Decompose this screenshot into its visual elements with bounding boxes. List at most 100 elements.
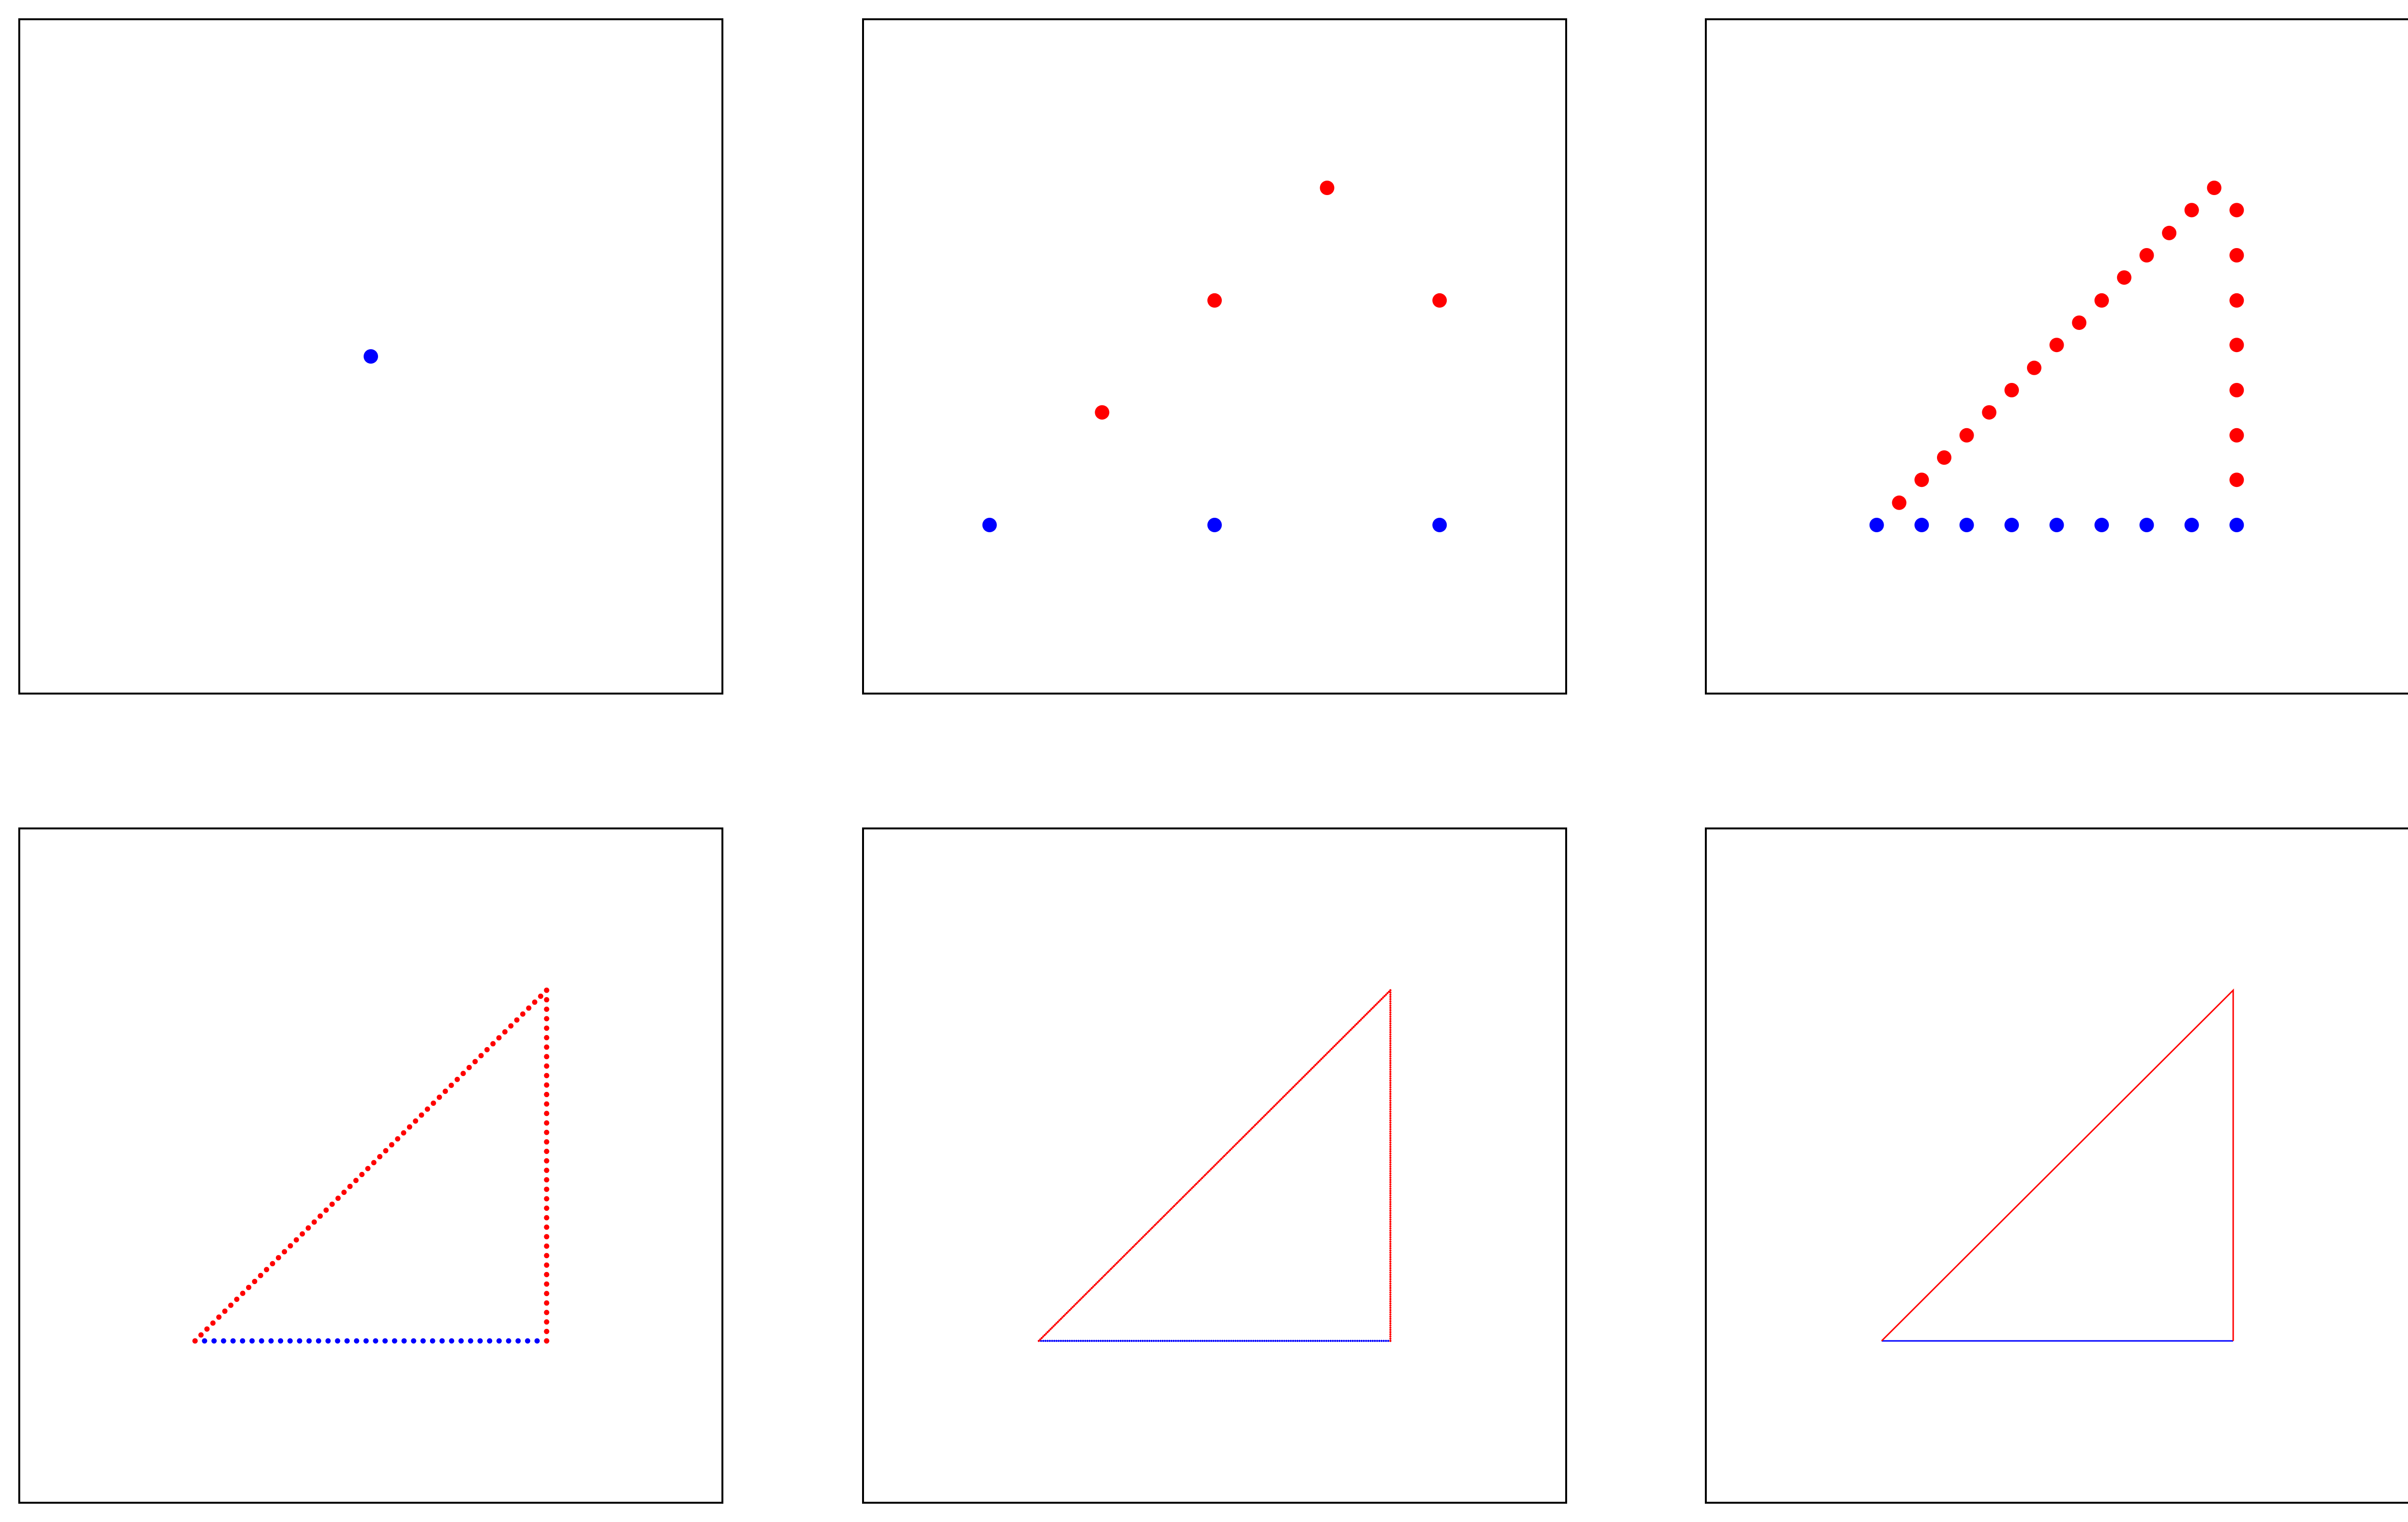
base-point: [1124, 1339, 1126, 1342]
upper-point: [1152, 1225, 1155, 1228]
upper-point: [288, 1243, 293, 1249]
upper-point: [448, 1082, 454, 1088]
upper-point: [1389, 1064, 1392, 1066]
upper-point: [544, 1073, 550, 1078]
upper-point: [1389, 1060, 1392, 1062]
upper-point: [1389, 1042, 1392, 1045]
upper-point: [1226, 1152, 1229, 1155]
upper-point: [1207, 1171, 1209, 1173]
base-point: [1093, 1339, 1095, 1342]
upper-point: [1052, 1325, 1055, 1327]
upper-point: [1320, 181, 1335, 195]
base-point: [1117, 1339, 1120, 1342]
upper-point: [1218, 1159, 1221, 1162]
base-point: [1170, 1339, 1173, 1342]
base-point: [1157, 1339, 1160, 1342]
base-point: [496, 1338, 502, 1344]
upper-point: [1072, 1306, 1074, 1309]
upper-point: [1389, 1185, 1392, 1188]
upper-point: [1111, 1266, 1113, 1269]
base-point: [1294, 1339, 1296, 1342]
upper-point: [1372, 1007, 1374, 1009]
upper-point: [1125, 1253, 1127, 1256]
upper-point: [413, 1118, 419, 1124]
base-point: [1207, 518, 1222, 532]
base-point: [1268, 1339, 1270, 1342]
upper-point: [347, 1183, 353, 1189]
upper-point: [305, 1225, 311, 1231]
upper-point: [544, 1262, 550, 1268]
upper-line: [1881, 988, 2234, 1342]
upper-point: [1389, 1236, 1392, 1239]
upper-point: [1246, 1131, 1249, 1134]
upper-point: [341, 1190, 347, 1195]
base-point: [1069, 1339, 1071, 1342]
upper-point: [2229, 472, 2244, 487]
base-point: [1292, 1339, 1295, 1342]
upper-point: [1320, 1058, 1322, 1061]
upper-point: [1277, 1101, 1280, 1103]
upper-point: [1196, 1181, 1199, 1184]
upper-point: [1389, 1037, 1392, 1040]
panel-marks: [1869, 181, 2244, 532]
upper-point: [1160, 1218, 1162, 1220]
upper-point: [1235, 1143, 1237, 1146]
upper-point: [1389, 1004, 1392, 1007]
upper-point: [1389, 1103, 1392, 1106]
upper-point: [1302, 1076, 1305, 1078]
upper-point: [1389, 1183, 1392, 1186]
upper-point: [192, 1338, 198, 1344]
base-point: [1228, 1339, 1230, 1342]
base-point: [315, 1338, 321, 1344]
upper-point: [454, 1076, 460, 1082]
base-point: [1312, 1339, 1314, 1342]
upper-point: [1308, 1070, 1311, 1072]
base-point: [1383, 1339, 1385, 1342]
base-point: [1119, 1339, 1122, 1342]
upper-point: [1335, 1043, 1337, 1046]
base-point: [1316, 1339, 1319, 1342]
upper-point: [419, 1112, 424, 1118]
upper-point: [1389, 1328, 1392, 1331]
upper-point: [1389, 1145, 1392, 1148]
upper-point: [1389, 1304, 1392, 1307]
upper-point: [1389, 993, 1392, 996]
upper-point: [1389, 1139, 1392, 1142]
upper-point: [490, 1041, 496, 1047]
upper-point: [1238, 1140, 1240, 1142]
upper-point: [317, 1213, 323, 1219]
upper-point: [1260, 1118, 1262, 1121]
upper-point: [1252, 1126, 1255, 1128]
upper-point: [1389, 1026, 1392, 1029]
upper-point: [275, 1255, 281, 1260]
upper-point: [1364, 1014, 1367, 1016]
upper-point: [1389, 1286, 1392, 1289]
upper-point: [544, 1281, 550, 1287]
panel-1: [18, 18, 723, 695]
base-point: [1128, 1339, 1131, 1342]
upper-point: [1380, 998, 1383, 1000]
upper-point: [1198, 1180, 1201, 1182]
base-point: [1172, 1339, 1175, 1342]
upper-point: [1389, 1055, 1392, 1058]
upper-point: [1154, 1224, 1156, 1226]
upper-point: [1304, 1074, 1307, 1076]
upper-point: [526, 1005, 532, 1011]
upper-point: [1090, 1287, 1093, 1289]
upper-point: [1280, 1098, 1283, 1100]
panel-frame: [1705, 18, 2408, 695]
base-point: [2004, 518, 2019, 532]
upper-point: [1163, 1215, 1165, 1218]
upper-point: [1193, 1184, 1196, 1187]
base-point: [1298, 1339, 1301, 1342]
upper-point: [1042, 1335, 1045, 1338]
upper-point: [1143, 1234, 1146, 1236]
upper-point: [1294, 1084, 1296, 1087]
upper-point: [1365, 1012, 1368, 1015]
upper-point: [1176, 1202, 1178, 1204]
upper-point: [2162, 225, 2177, 240]
upper-point: [1242, 1136, 1244, 1138]
upper-point: [544, 1120, 550, 1126]
upper-point: [329, 1201, 335, 1207]
base-point: [1201, 1339, 1204, 1342]
